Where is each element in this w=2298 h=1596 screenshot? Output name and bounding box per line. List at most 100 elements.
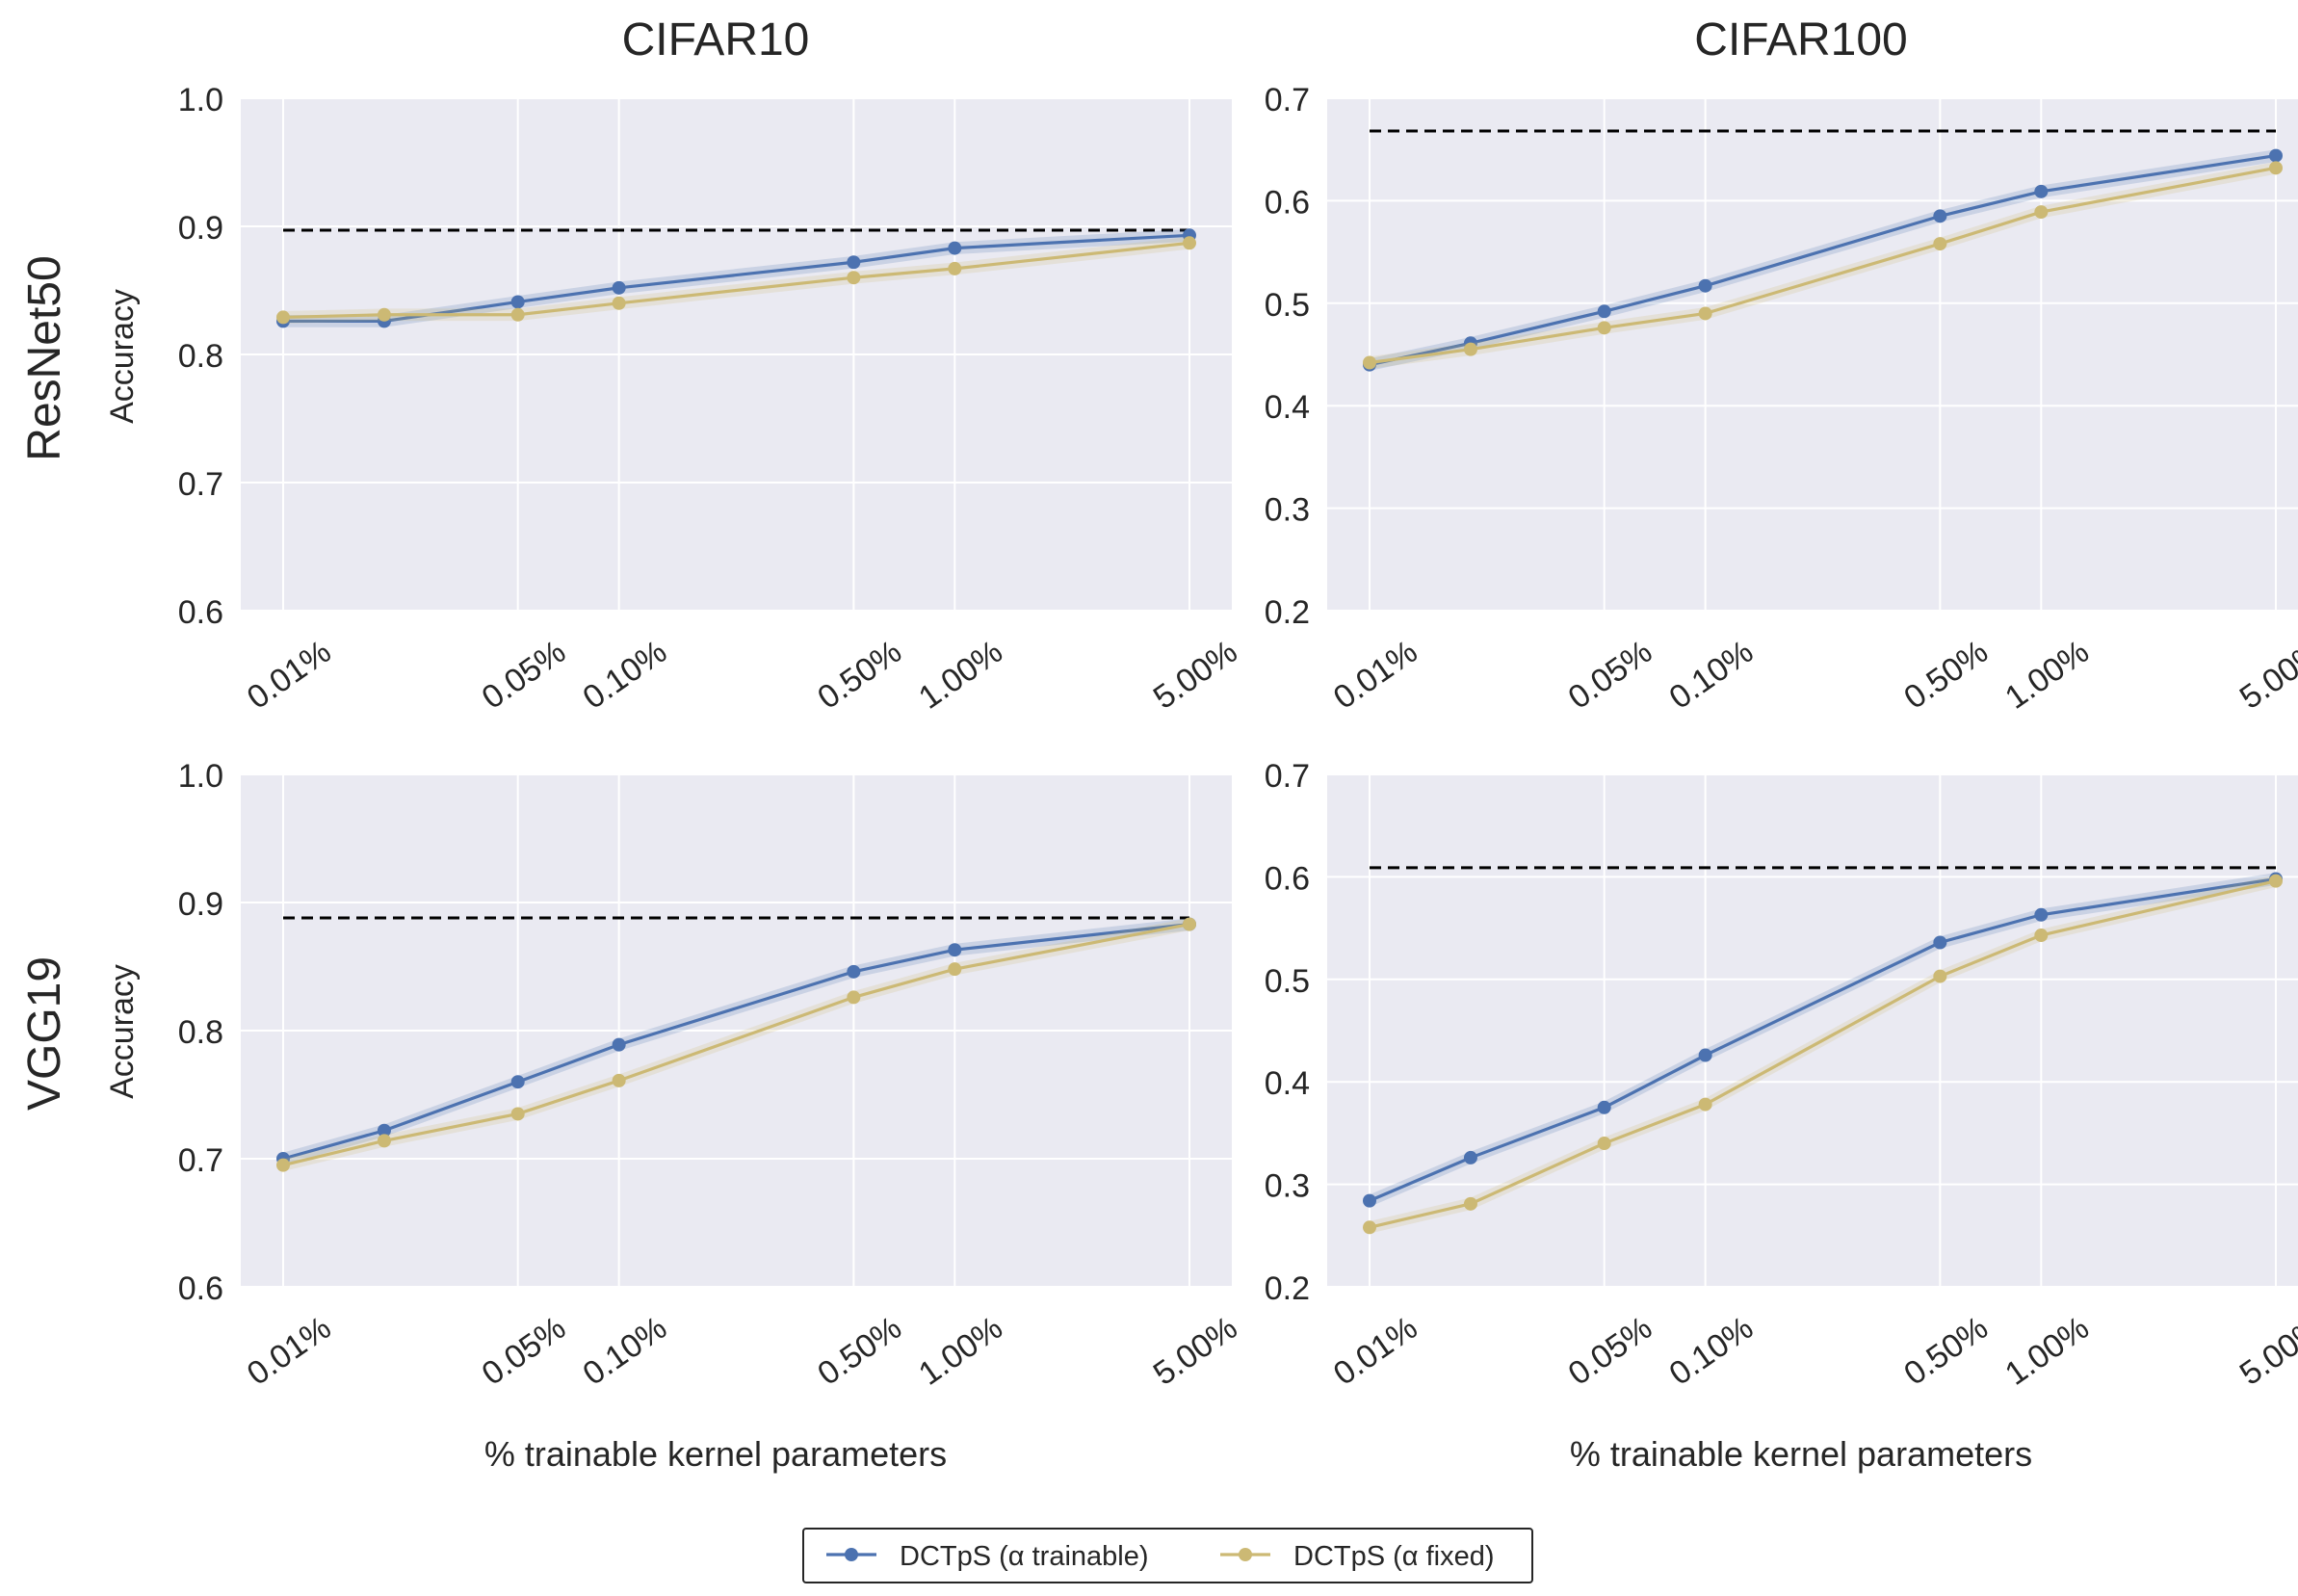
y-tick-label: 0.7 — [178, 1142, 223, 1179]
y-tick-label: 0.6 — [1265, 860, 1310, 897]
data-point — [2269, 148, 2283, 163]
x-tick-label: 5.00% — [2233, 1309, 2298, 1392]
legend-marker-trainable — [845, 1548, 858, 1561]
data-point — [1698, 1097, 1712, 1112]
x-tick-label: 0.01% — [241, 1309, 338, 1392]
data-point — [1597, 1100, 1611, 1114]
data-point — [1363, 1220, 1376, 1235]
x-tick-label: 1.00% — [912, 633, 1009, 716]
y-axis-label-row1: Accuracy — [104, 289, 141, 424]
data-point — [276, 310, 290, 325]
data-point — [1463, 1150, 1477, 1164]
data-point — [510, 307, 525, 322]
legend-marker-fixed — [1239, 1548, 1252, 1561]
data-point — [1597, 304, 1611, 319]
series-confidence-band — [1370, 875, 2276, 1234]
x-tick-label: 0.01% — [1327, 1309, 1424, 1392]
x-tick-label: 0.05% — [1562, 1309, 1659, 1392]
data-point — [1933, 935, 1947, 950]
y-tick-label: 0.4 — [1265, 389, 1310, 426]
data-point — [847, 271, 861, 285]
data-point — [510, 1075, 525, 1089]
data-point — [948, 943, 962, 957]
data-point — [612, 1037, 626, 1052]
data-point — [948, 962, 962, 977]
panel-cifar10-resnet50: 0.6 0.7 0.8 0.9 1.0 0.01% 0.05% 0.10% 0.50% 1.00%… — [178, 82, 1244, 717]
y-tick-label: 0.3 — [1265, 1168, 1310, 1205]
data-point — [2034, 929, 2049, 943]
y-tick-label: 0.3 — [1265, 492, 1310, 529]
data-point — [510, 295, 525, 309]
x-tick-label: 0.01% — [241, 633, 338, 716]
y-tick-label: 1.0 — [178, 82, 223, 118]
data-point — [1183, 236, 1196, 250]
x-tick-label: 0.50% — [1897, 1309, 1995, 1392]
y-tick-label: 0.9 — [178, 210, 223, 247]
y-tick-label: 0.7 — [1265, 82, 1310, 118]
x-axis-label-col1: % trainable kernel parameters — [484, 1434, 947, 1474]
data-point — [847, 255, 861, 270]
data-point — [1933, 237, 1947, 251]
y-tick-label: 0.6 — [178, 594, 223, 631]
data-point — [377, 1134, 391, 1148]
y-tick-label: 0.7 — [1265, 758, 1310, 795]
series-confidence-band — [283, 918, 1189, 1172]
y-tick-label: 0.5 — [1265, 287, 1310, 324]
col-title-cifar100: CIFAR100 — [1694, 14, 1907, 65]
legend-box — [802, 1528, 1533, 1583]
col-title-cifar10: CIFAR10 — [622, 14, 810, 65]
y-tick-label: 0.4 — [1265, 1065, 1310, 1102]
x-tick-label: 0.50% — [811, 1309, 908, 1392]
data-point — [510, 1107, 525, 1121]
y-tick-label: 0.7 — [178, 466, 223, 503]
data-point — [1463, 342, 1477, 356]
data-point — [1463, 1196, 1477, 1211]
data-point — [612, 296, 626, 310]
plot-background — [1327, 98, 2298, 611]
data-point — [612, 280, 626, 295]
x-tick-label: 1.00% — [912, 1309, 1009, 1392]
data-point — [1597, 321, 1611, 335]
legend: DCTpS (α trainable) DCTpS (α fixed) — [802, 1528, 1533, 1583]
x-tick-label: 0.10% — [1662, 1309, 1760, 1392]
y-tick-label: 1.0 — [178, 758, 223, 795]
y-axis-label-row2: Accuracy — [104, 964, 141, 1099]
data-point — [2269, 161, 2283, 175]
x-tick-label: 0.05% — [476, 633, 573, 716]
panel-cifar10-vgg19: 0.6 0.7 0.8 0.9 1.0 0.01% 0.05% 0.10% 0.50% 1.00%… — [178, 758, 1244, 1393]
data-point — [612, 1073, 626, 1087]
y-tick-label: 0.5 — [1265, 963, 1310, 1000]
y-tick-label: 0.9 — [178, 886, 223, 923]
y-tick-label: 0.2 — [1265, 594, 1310, 631]
y-tick-label: 0.6 — [178, 1270, 223, 1307]
data-point — [377, 1123, 391, 1138]
panel-cifar100-vgg19: 0.2 0.3 0.4 0.5 0.6 0.7 0.01% 0.05% 0.10% 0.50% 1.… — [1265, 758, 2298, 1393]
series-confidence-band — [1370, 149, 2276, 372]
x-tick-label: 0.05% — [1562, 633, 1659, 716]
panel-cifar100-resnet50: 0.2 0.3 0.4 0.5 0.6 0.7 0.01% 0.05% 0.10% 0.50% 1.… — [1265, 82, 2298, 717]
x-tick-label: 5.00% — [1147, 1309, 1244, 1392]
y-tick-label: 0.2 — [1265, 1270, 1310, 1307]
y-tick-label: 0.8 — [178, 1014, 223, 1051]
x-tick-label: 1.00% — [1998, 633, 2096, 716]
data-point — [2034, 184, 2049, 198]
series-confidence-band — [1370, 161, 2276, 369]
data-point — [1597, 1137, 1611, 1151]
row-label-vgg19: VGG19 — [19, 956, 70, 1111]
data-point — [948, 261, 962, 275]
data-point — [377, 307, 391, 322]
data-point — [2269, 874, 2283, 888]
data-point — [1698, 306, 1712, 321]
x-tick-label: 5.00% — [2233, 633, 2298, 716]
data-point — [1363, 355, 1376, 370]
data-point — [1933, 209, 1947, 223]
x-tick-label: 0.10% — [1662, 633, 1760, 716]
x-axis-label-col2: % trainable kernel parameters — [1570, 1434, 2032, 1474]
x-tick-label: 0.10% — [576, 633, 673, 716]
legend-label-trainable: DCTpS (α trainable) — [900, 1541, 1149, 1572]
data-point — [2034, 205, 2049, 220]
data-point — [1183, 917, 1196, 931]
data-point — [847, 964, 861, 979]
y-tick-label: 0.8 — [178, 338, 223, 375]
